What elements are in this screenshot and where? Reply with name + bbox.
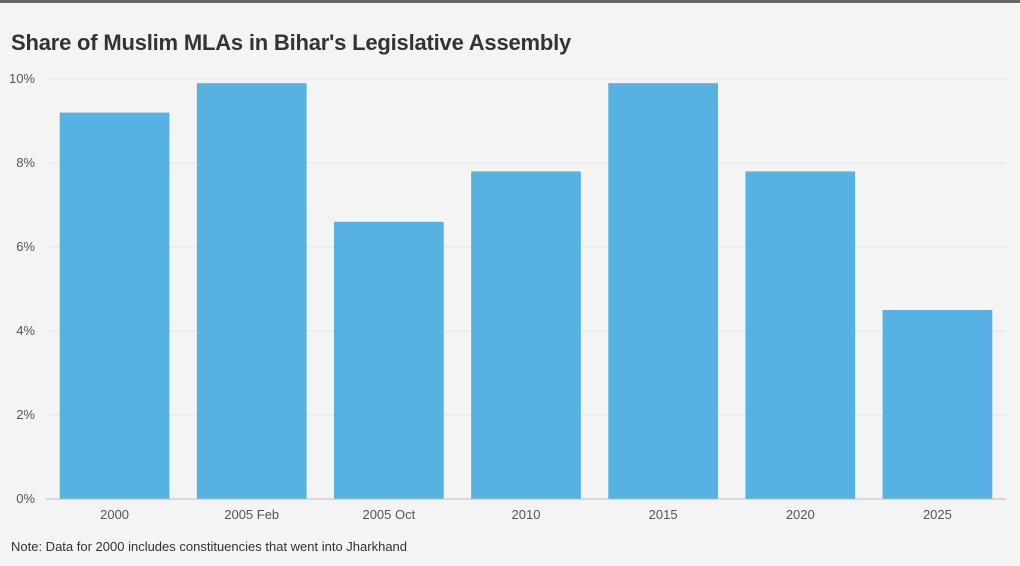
x-tick-label: 2015 [649, 507, 678, 522]
y-tick-label: 6% [16, 239, 35, 254]
axes: 0% 2% 4% 6% 8% 10% 2000 2005 Feb 2005 Oct 2010 201… [9, 71, 1006, 522]
x-tick-label: 2010 [512, 507, 541, 522]
x-tick-label: 2020 [786, 507, 815, 522]
y-tick-label: 0% [16, 491, 35, 506]
y-tick-label: 2% [16, 407, 35, 422]
chart-note: Note: Data for 2000 includes constituenc… [11, 539, 408, 554]
x-tick-label: 2005 Feb [224, 507, 279, 522]
y-tick-label: 8% [16, 155, 35, 170]
bar [196, 83, 307, 499]
bar [608, 83, 718, 499]
bars [59, 83, 993, 500]
bar [59, 112, 170, 499]
bar [745, 171, 856, 499]
x-tick-label: 2000 [100, 507, 129, 522]
chart-title: Share of Muslim MLAs in Bihar's Legislat… [11, 30, 572, 55]
top-rule [0, 0, 1020, 3]
bar [882, 310, 993, 499]
y-tick-label: 10% [9, 71, 35, 86]
bar [471, 171, 581, 499]
y-tick-label: 4% [16, 323, 35, 338]
x-tick-label: 2005 Oct [362, 507, 415, 522]
x-tick-label: 2025 [923, 507, 952, 522]
bar [334, 221, 444, 500]
